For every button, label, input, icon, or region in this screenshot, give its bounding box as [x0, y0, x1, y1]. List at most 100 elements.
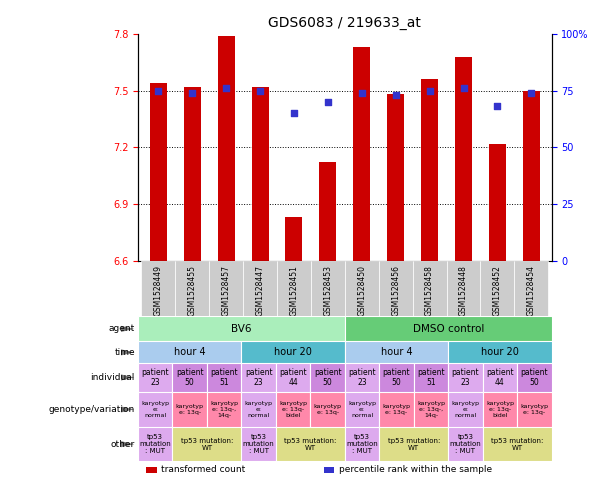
Point	[390, 91, 400, 99]
Bar	[172, 427, 242, 461]
Point	[289, 110, 299, 117]
Text: individual: individual	[91, 373, 135, 382]
Polygon shape	[121, 406, 134, 412]
Bar	[138, 341, 242, 363]
Text: patient
50: patient 50	[520, 368, 548, 387]
Text: GSM1528457: GSM1528457	[222, 265, 230, 316]
Bar	[310, 363, 345, 392]
Bar	[517, 392, 552, 427]
Bar	[242, 392, 276, 427]
Point	[527, 89, 536, 97]
Bar	[446, 261, 481, 316]
Bar	[414, 392, 448, 427]
Text: hour 4: hour 4	[174, 347, 205, 357]
Text: tp53 mutation:
WT: tp53 mutation: WT	[284, 438, 337, 451]
Polygon shape	[121, 374, 134, 381]
Bar	[379, 363, 414, 392]
Bar	[209, 261, 243, 316]
Text: patient
23: patient 23	[452, 368, 479, 387]
Point	[323, 98, 333, 106]
Bar	[319, 162, 337, 261]
Text: GSM1528454: GSM1528454	[527, 265, 536, 316]
Text: GSM1528455: GSM1528455	[188, 265, 197, 316]
Text: hour 20: hour 20	[481, 347, 519, 357]
Text: percentile rank within the sample: percentile rank within the sample	[338, 465, 492, 474]
Point	[153, 86, 163, 94]
Bar	[387, 94, 404, 261]
Text: GSM1528458: GSM1528458	[425, 265, 434, 316]
Title: GDS6083 / 219633_at: GDS6083 / 219633_at	[268, 16, 421, 30]
Text: patient
51: patient 51	[210, 368, 238, 387]
Text: karyotyp
e:
normal: karyotyp e: normal	[141, 401, 169, 418]
Bar	[243, 261, 277, 316]
Bar	[276, 363, 310, 392]
Text: hour 20: hour 20	[274, 347, 312, 357]
Text: patient
44: patient 44	[280, 368, 307, 387]
Bar	[448, 427, 483, 461]
Point	[188, 89, 197, 97]
Text: karyotyp
e: 13q-
bidel: karyotyp e: 13q- bidel	[486, 401, 514, 418]
Polygon shape	[121, 349, 134, 355]
Text: GSM1528453: GSM1528453	[323, 265, 332, 316]
Text: GSM1528447: GSM1528447	[256, 265, 265, 316]
Bar	[523, 90, 540, 261]
Bar	[310, 392, 345, 427]
Text: patient
50: patient 50	[176, 368, 204, 387]
Text: karyotyp
e: 13q-
bidel: karyotyp e: 13q- bidel	[279, 401, 307, 418]
Bar	[483, 363, 517, 392]
Bar	[175, 261, 209, 316]
Text: patient
23: patient 23	[348, 368, 376, 387]
Text: time: time	[114, 348, 135, 357]
Bar	[172, 392, 207, 427]
Text: hour 4: hour 4	[381, 347, 413, 357]
Point	[492, 102, 502, 110]
Text: tp53 mutation:
WT: tp53 mutation: WT	[387, 438, 440, 451]
Bar	[345, 363, 379, 392]
Bar	[345, 392, 379, 427]
Bar	[448, 392, 483, 427]
Text: agent: agent	[109, 325, 135, 333]
Text: DMSO control: DMSO control	[413, 324, 484, 334]
Text: GSM1528452: GSM1528452	[493, 265, 502, 316]
Bar	[414, 363, 448, 392]
Text: tp53 mutation:
WT: tp53 mutation: WT	[491, 438, 543, 451]
Bar	[276, 427, 345, 461]
Text: karyotyp
e:
normal: karyotyp e: normal	[348, 401, 376, 418]
Text: karyotyp
e: 13q-: karyotyp e: 13q-	[383, 404, 411, 415]
Text: other: other	[110, 440, 135, 449]
Bar	[379, 392, 414, 427]
Text: karyotyp
e: 13q-,
14q-: karyotyp e: 13q-, 14q-	[210, 401, 238, 418]
Bar	[514, 261, 548, 316]
Bar	[242, 363, 276, 392]
Text: karyotyp
e: 13q-,
14q-: karyotyp e: 13q-, 14q-	[417, 401, 445, 418]
Text: patient
50: patient 50	[383, 368, 410, 387]
Text: karyotyp
e: 13q-: karyotyp e: 13q-	[314, 404, 341, 415]
Text: GSM1528449: GSM1528449	[154, 265, 163, 316]
Bar	[448, 363, 483, 392]
Bar	[379, 261, 413, 316]
Bar	[455, 57, 472, 261]
Text: karyotyp
e: 13q-: karyotyp e: 13q-	[176, 404, 204, 415]
Bar	[251, 87, 268, 261]
Bar	[483, 427, 552, 461]
Bar	[138, 427, 172, 461]
Text: karyotyp
e: 13q-: karyotyp e: 13q-	[520, 404, 549, 415]
Point	[221, 85, 231, 92]
Polygon shape	[121, 326, 134, 332]
Text: karyotyp
e:
normal: karyotyp e: normal	[452, 401, 479, 418]
Bar	[277, 261, 311, 316]
Bar	[242, 427, 276, 461]
Bar	[276, 392, 310, 427]
Bar	[138, 316, 345, 341]
Text: tp53
mutation
: MUT: tp53 mutation : MUT	[139, 434, 171, 454]
Text: tp53
mutation
: MUT: tp53 mutation : MUT	[346, 434, 378, 454]
Bar	[142, 261, 175, 316]
Text: tp53 mutation:
WT: tp53 mutation: WT	[181, 438, 233, 451]
Bar	[207, 392, 242, 427]
Bar	[242, 341, 345, 363]
Bar	[147, 467, 156, 473]
Text: transformed count: transformed count	[161, 465, 245, 474]
Text: genotype/variation: genotype/variation	[48, 405, 135, 414]
Bar	[448, 341, 552, 363]
Point	[425, 86, 435, 94]
